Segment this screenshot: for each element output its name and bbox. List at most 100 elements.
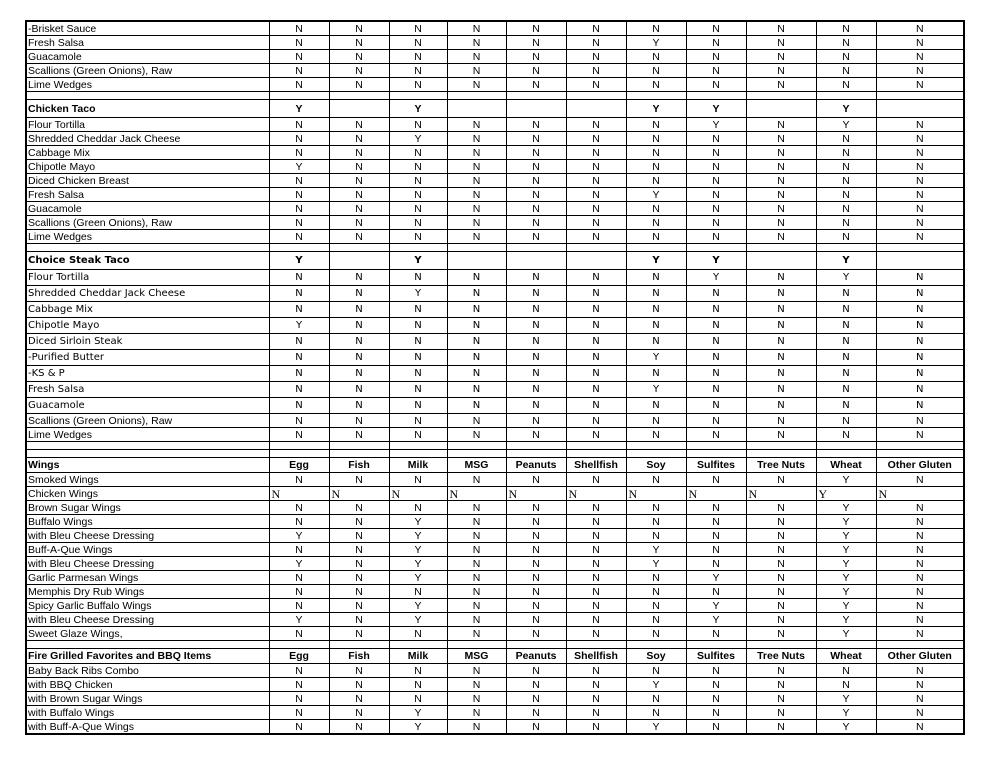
table-row: -Brisket Sauce N N N N N N N N N N N (25, 20, 965, 36)
allergen-cell: N (685, 187, 747, 202)
table-row: Buffalo Wings N N Y N N N N N N Y N (25, 514, 965, 529)
allergen-cell: N (388, 317, 448, 334)
allergen-cell: N (625, 427, 687, 442)
allergen-cell: N (505, 131, 567, 146)
allergen-cell: N (446, 397, 507, 414)
allergen-cell: N (446, 472, 507, 487)
allergen-cell: N (505, 427, 567, 442)
allergen-cell: N (505, 117, 567, 132)
allergen-cell: Y (815, 691, 877, 706)
allergen-cell: N (565, 397, 627, 414)
allergen-cell: N (745, 663, 817, 678)
allergen-cell: N (685, 77, 747, 92)
allergen-cell (565, 441, 627, 450)
allergen-cell (745, 441, 817, 450)
allergen-cell: N (328, 145, 390, 160)
allergen-cell: N (505, 20, 567, 36)
column-header: Soy (625, 457, 687, 473)
column-header: Other Gluten (875, 457, 965, 473)
allergen-cell: N (625, 626, 687, 641)
allergen-cell: N (745, 20, 817, 36)
allergen-cell: N (875, 427, 965, 442)
allergen-cell: N (685, 691, 747, 706)
allergen-cell: N (745, 677, 817, 692)
allergen-cell: N (625, 413, 687, 428)
allergen-cell: N (625, 397, 687, 414)
allergen-cell: N (685, 131, 747, 146)
allergen-cell (815, 441, 877, 450)
allergen-cell: N (685, 677, 747, 692)
allergen-cell: N (875, 719, 965, 735)
item-name: Chicken Wings (25, 486, 270, 501)
allergen-cell: Y (268, 317, 330, 334)
section-header-row: Fire Grilled Favorites and BBQ Items Egg F… (25, 648, 965, 664)
allergen-cell: Y (268, 99, 330, 118)
allergen-cell: N (388, 201, 448, 216)
allergen-cell (685, 449, 747, 458)
allergen-cell: Y (625, 542, 687, 557)
table-row: Lime Wedges N N N N N N N N N N N (25, 427, 965, 442)
allergen-cell: N (685, 333, 747, 350)
allergen-cell: N (815, 663, 877, 678)
allergen-cell (388, 449, 448, 458)
allergen-cell: N (268, 285, 330, 302)
allergen-cell: N (565, 486, 627, 501)
allergen-cell: N (446, 201, 507, 216)
allergen-cell: N (685, 500, 747, 515)
allergen-cell: N (388, 397, 448, 414)
table-row: Guacamole N N N N N N N N N N N (25, 201, 965, 216)
allergen-cell: N (745, 317, 817, 334)
allergen-cell: N (745, 131, 817, 146)
allergen-cell: N (268, 397, 330, 414)
allergen-cell: N (815, 365, 877, 382)
table-row: Diced Sirloin Steak N N N N N N N N N N N (25, 333, 965, 350)
allergen-cell: N (565, 500, 627, 515)
allergen-cell: N (328, 427, 390, 442)
allergen-cell: N (875, 131, 965, 146)
allergen-cell: Y (815, 117, 877, 132)
allergen-cell: N (388, 333, 448, 350)
allergen-cell: Y (685, 598, 747, 613)
item-name (25, 91, 270, 100)
allergen-cell: Y (625, 381, 687, 398)
allergen-cell: N (875, 301, 965, 318)
allergen-cell: N (745, 269, 817, 286)
allergen-cell: N (875, 584, 965, 599)
allergen-cell: N (685, 397, 747, 414)
allergen-cell: N (268, 413, 330, 428)
allergen-cell: N (446, 317, 507, 334)
item-name: -Brisket Sauce (25, 20, 270, 36)
allergen-cell: N (328, 349, 390, 366)
item-name (25, 441, 270, 450)
allergen-cell: N (268, 131, 330, 146)
allergen-cell: N (565, 472, 627, 487)
allergen-cell: Y (815, 556, 877, 571)
allergen-cell: N (875, 20, 965, 36)
allergen-cell: N (565, 301, 627, 318)
allergen-cell: N (875, 201, 965, 216)
table-row: Fresh Salsa N N N N N N Y N N N N (25, 35, 965, 50)
table-row: Spicy Garlic Buffalo Wings N N Y N N N N Y N Y N (25, 598, 965, 613)
allergen-cell (565, 449, 627, 458)
allergen-cell (565, 243, 627, 252)
allergen-cell: N (328, 77, 390, 92)
allergen-cell: N (625, 159, 687, 174)
allergen-cell: N (745, 413, 817, 428)
column-header: Sulfites (685, 648, 747, 664)
allergen-cell: N (565, 626, 627, 641)
allergen-cell: N (745, 570, 817, 585)
item-name: with Brown Sugar Wings (25, 691, 270, 706)
allergen-cell: N (875, 514, 965, 529)
allergen-cell: N (328, 301, 390, 318)
allergen-cell: N (745, 472, 817, 487)
allergen-cell: N (505, 542, 567, 557)
allergen-cell (388, 91, 448, 100)
allergen-cell: N (625, 472, 687, 487)
allergen-cell: N (268, 719, 330, 735)
allergen-cell: N (875, 500, 965, 515)
table-row: Brown Sugar Wings N N N N N N N N N Y N (25, 500, 965, 515)
allergen-cell: N (565, 187, 627, 202)
table-row: Fresh Salsa N N N N N N Y N N N N (25, 381, 965, 398)
allergen-cell: N (505, 381, 567, 398)
item-name: Guacamole (25, 49, 270, 64)
